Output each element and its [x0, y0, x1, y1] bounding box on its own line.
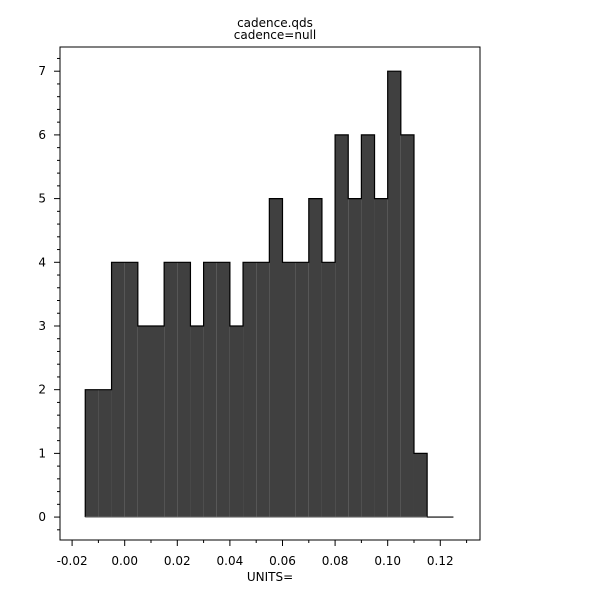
histogram-bar	[190, 325, 204, 518]
histogram-bar	[111, 262, 125, 518]
chart-subtitle: cadence=null	[234, 28, 316, 42]
x-tick-label: 0.10	[374, 554, 401, 568]
histogram-bar	[269, 198, 283, 518]
histogram-bar	[124, 262, 138, 518]
y-tick-label: 5	[38, 192, 46, 206]
histogram-outline	[84, 70, 454, 518]
histogram-bar	[400, 134, 414, 518]
x-tick-label: 0.02	[164, 554, 191, 568]
histogram-bar	[282, 262, 296, 518]
histogram-bar	[164, 262, 178, 518]
histogram-bar	[229, 325, 244, 518]
x-tick-label: 0.00	[111, 554, 138, 568]
x-tick-label: 0.04	[217, 554, 244, 568]
x-axis-label: UNITS=	[247, 570, 293, 584]
chart-title: cadence.qds	[237, 16, 313, 30]
y-tick-label: 6	[38, 128, 46, 142]
histogram-bar	[335, 134, 349, 518]
histogram-bar	[243, 262, 257, 518]
x-tick-label: 0.08	[322, 554, 349, 568]
y-tick-label: 1	[38, 446, 46, 460]
histogram-bar	[256, 262, 270, 518]
histogram-bar	[98, 389, 112, 518]
y-tick-label: 2	[38, 383, 46, 397]
histogram-bar	[361, 134, 375, 518]
y-tick-label: 3	[38, 319, 46, 333]
y-tick-label: 7	[38, 64, 46, 78]
x-tick-label: -0.02	[57, 554, 88, 568]
histogram-bar	[308, 198, 322, 518]
histogram-bar	[177, 262, 191, 518]
histogram-bar	[203, 262, 217, 518]
y-tick-label: 4	[38, 255, 46, 269]
y-tick-label: 0	[38, 510, 46, 524]
histogram-bar	[295, 262, 309, 518]
histogram-bar	[216, 262, 230, 518]
plot-frame	[59, 46, 481, 541]
histogram-bar	[374, 198, 388, 518]
x-tick-label: 0.12	[427, 554, 454, 568]
histogram-bar	[150, 325, 165, 518]
histogram-bar	[137, 325, 151, 518]
x-tick-label: 0.06	[269, 554, 296, 568]
histogram-bar	[413, 453, 428, 518]
histogram-bar	[387, 71, 401, 518]
histogram-bar	[348, 198, 362, 518]
histogram-bar	[321, 262, 336, 518]
histogram-bar	[85, 389, 99, 518]
